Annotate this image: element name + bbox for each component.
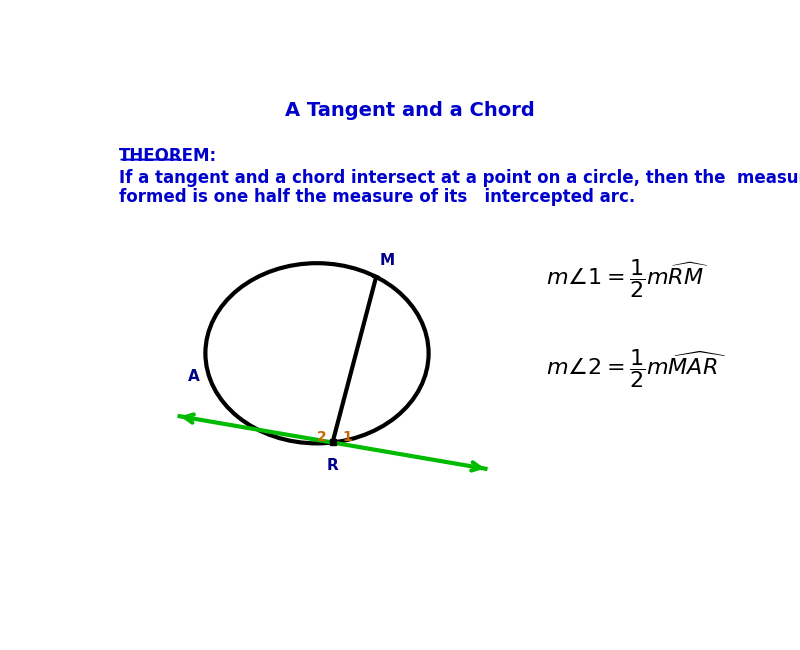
Text: R: R <box>326 458 338 473</box>
Text: A Tangent and a Chord: A Tangent and a Chord <box>285 101 535 120</box>
Text: M: M <box>379 253 394 268</box>
Text: If a tangent and a chord intersect at a point on a circle, then the  measure of : If a tangent and a chord intersect at a … <box>118 169 800 187</box>
Text: $m\angle 1 = \dfrac{1}{2}m\widehat{RM}$: $m\angle 1 = \dfrac{1}{2}m\widehat{RM}$ <box>546 257 710 300</box>
Text: $m\angle 2 = \dfrac{1}{2}m\widehat{MAR}$: $m\angle 2 = \dfrac{1}{2}m\widehat{MAR}$ <box>546 347 726 390</box>
Text: THEOREM:: THEOREM: <box>118 147 217 164</box>
Text: 2: 2 <box>317 430 326 445</box>
Text: 1: 1 <box>342 430 352 445</box>
Text: formed is one half the measure of its   intercepted arc.: formed is one half the measure of its in… <box>118 188 635 206</box>
Text: A: A <box>188 369 200 384</box>
